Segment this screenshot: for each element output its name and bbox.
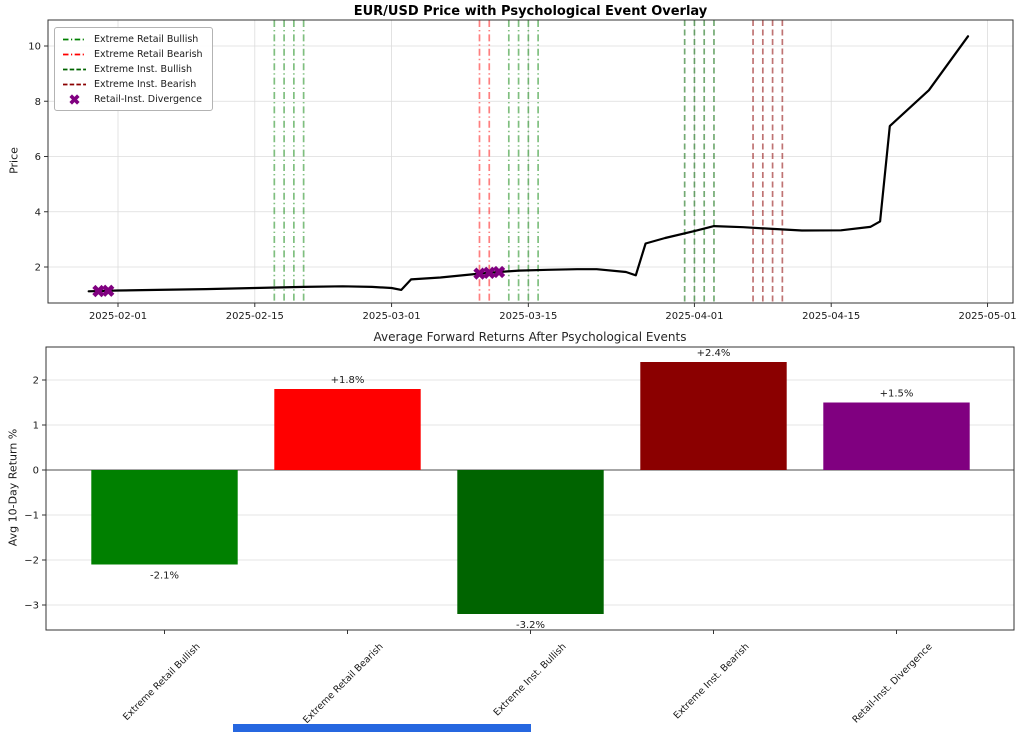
x-tick-label: 2025-03-15 [499,311,557,322]
x-tick-label: 2025-03-01 [362,311,420,322]
legend-item: Extreme Retail Bearish [62,48,203,60]
bar-value-label: +1.8% [331,375,365,386]
y-tick-label: 10 [28,42,41,53]
legend-item-label: Extreme Retail Bullish [94,33,199,45]
y-tick-label: 0 [33,466,39,477]
y-tick-label: −1 [24,511,39,522]
top-plot-border [47,19,1014,304]
divergence-marker [492,265,506,279]
bar-value-label: +2.4% [697,348,731,359]
legend-item: Retail-Inst. Divergence [62,93,203,105]
line-style-icon [63,83,86,85]
category-label: Retail-Inst. Divergence [851,641,935,725]
legend-item: Extreme Retail Bullish [62,33,203,45]
line-style-icon [63,53,86,55]
bottom-chart-title: Average Forward Returns After Psychologi… [373,330,687,344]
x-tick-label: 2025-04-01 [665,311,723,322]
x-marker-icon [69,93,80,105]
y-tick-label: 8 [35,97,41,108]
y-tick-label: −2 [24,556,39,567]
category-label: Extreme Retail Bearish [301,641,386,726]
bar-extreme-retail-bullish [91,470,238,565]
bottom-chart: -2.1% +1.8% -3.2% +2.4% +1.5% −3 −2 −1 0 1 2 Extrem… [24,346,1015,726]
top-chart-title: EUR/USD Price with Psychological Event O… [353,4,708,19]
x-tick-label: 2025-04-15 [802,311,860,322]
line-style-icon [63,68,86,70]
legend-item-label: Extreme Inst. Bullish [94,63,192,75]
bar-extreme-retail-bearish [274,389,421,470]
bar-extreme-inst-bullish [457,470,604,614]
bar-retail-inst-divergence [823,402,970,470]
bar-value-label: +1.5% [880,389,914,400]
y-tick-label: 4 [35,207,41,218]
legend: Extreme Retail Bullish Extreme Retail Bea… [54,27,213,111]
divergence-marker [473,267,486,280]
legend-item: Extreme Inst. Bearish [62,78,203,90]
y-tick-label: 2 [35,263,41,274]
x-marker-glyph [69,93,80,105]
bar-value-label: -2.1% [150,571,179,582]
x-tick-label: 2025-02-15 [226,311,284,322]
bottom-blue-strip [233,724,531,732]
y-tick-label: −3 [24,601,39,612]
divergence-marker [92,284,105,298]
bar-extreme-inst-bearish [640,362,787,470]
y-tick-label: 1 [33,421,39,432]
legend-item-label: Retail-Inst. Divergence [94,93,202,105]
x-tick-label: 2025-05-01 [958,311,1016,322]
legend-item-label: Extreme Retail Bearish [94,48,203,60]
price-line [87,35,970,293]
line-style-icon [63,38,86,40]
category-label: Extreme Retail Bullish [121,641,203,723]
x-tick-label: 2025-02-01 [89,311,147,322]
legend-item-label: Extreme Inst. Bearish [94,78,197,90]
bar-value-label: -3.2% [516,620,545,631]
divergence-marker [483,266,496,279]
category-label: Extreme Inst. Bullish [492,641,569,718]
legend-item: Extreme Inst. Bullish [62,63,203,75]
y-tick-label: 6 [35,152,41,163]
y-tick-label: 2 [33,376,39,387]
divergence-marker [102,284,115,297]
category-label: Extreme Inst. Bearish [672,641,752,721]
